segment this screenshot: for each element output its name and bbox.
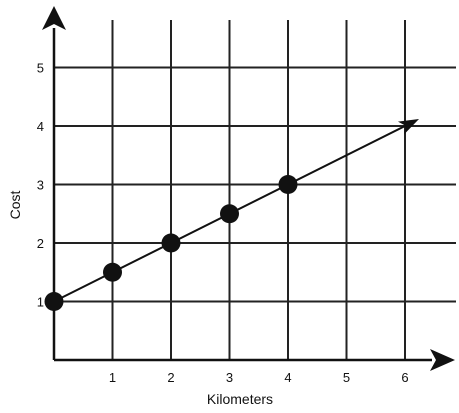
y-tick-label-1: 1 [37,295,44,310]
x-tick-label-5: 5 [343,370,350,385]
data-point-4 [220,204,239,224]
trend-line-arrowhead [397,119,419,135]
data-point-1 [44,292,64,311]
y-axis-arrowhead [42,6,66,30]
x-axis-arrowhead [430,349,455,371]
axes [42,6,455,371]
x-tick-label-3: 3 [226,370,233,385]
y-tick-label-2: 2 [37,236,44,251]
tick-labels: 1 2 3 4 5 6 1 2 3 4 5 [37,61,409,386]
y-axis-title: Cost [7,191,23,220]
x-tick-label-2: 2 [167,370,174,385]
grid-lines [54,20,456,360]
data-point-3 [161,233,181,253]
data-point-2 [103,262,122,282]
y-tick-label-5: 5 [37,61,44,76]
x-axis-title: Kilometers [207,391,273,407]
data-point-5 [278,175,298,194]
y-tick-label-4: 4 [37,119,44,134]
x-tick-label-4: 4 [284,370,291,385]
x-tick-label-1: 1 [109,370,116,385]
y-tick-label-3: 3 [37,178,44,193]
x-tick-label-6: 6 [401,370,408,385]
data-points [44,175,298,311]
